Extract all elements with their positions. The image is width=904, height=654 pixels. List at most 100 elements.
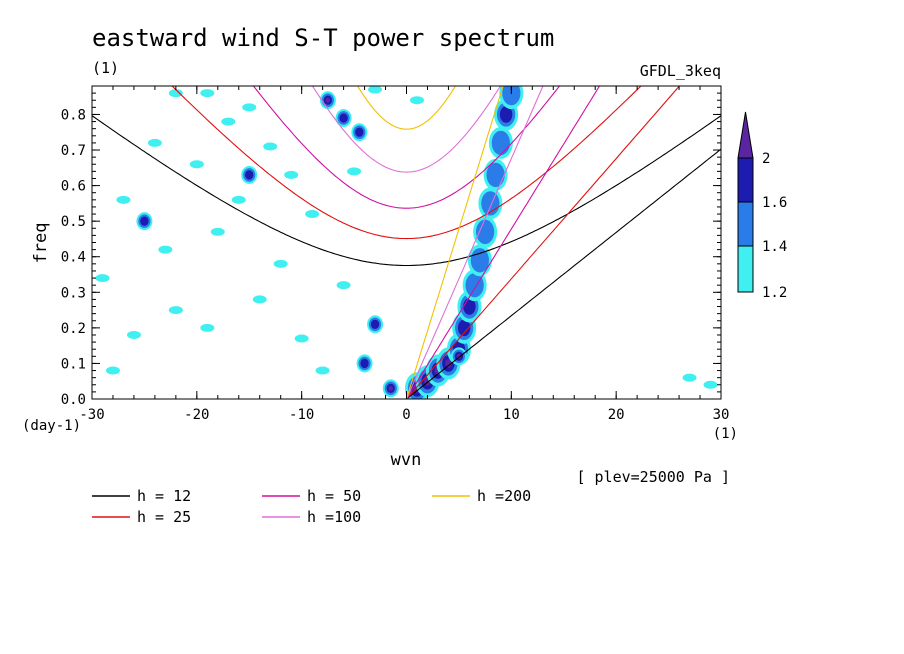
noise-contour [305,210,320,219]
plot-frame [91,85,722,400]
model-name: GFDL_3keq [640,62,721,80]
rossby-curve [404,398,407,399]
legend-label: h = 50 [307,487,361,505]
x-axis-ticks: -30 -20 -10 0 10 20 30 [79,86,729,423]
y-tick-label: 0.8 [61,107,86,123]
kelvin-curve [406,86,681,399]
kelvin-ridge-contour [465,273,484,298]
feature-contour [388,385,394,391]
noise-contour [336,281,351,290]
noise-contour [242,103,257,112]
feature-contour [355,127,364,137]
kelvin-ridge-contour [502,86,521,106]
noise-contour [682,373,697,382]
feature-contour [245,170,254,180]
noise-contour [368,86,383,94]
noise-contour [221,117,236,126]
x-units-label: (1) [713,426,738,442]
noise-contour [158,245,173,254]
kelvin-curve [406,148,721,399]
y-axis-label: freq [31,223,51,264]
noise-contour [294,334,309,343]
curve-legend: h = 12 h = 25 h = 50 h =100 h =200 [92,487,531,526]
noise-contour [409,96,424,105]
inertia-gravity-curve [92,115,721,267]
x-tick-label: 0 [402,407,410,423]
plev-label: [ plev=25000 Pa ] [576,468,730,486]
colorbar-segment [737,157,754,203]
y-axis-ticks: 0.0 0.1 0.2 0.3 0.4 0.5 0.6 0.7 0.8 [61,92,721,408]
legend-label: h = 25 [137,508,191,526]
inertia-gravity-curve [311,86,502,173]
colorbar-label: 1.6 [762,195,787,211]
noise-contour [126,330,141,339]
noise-contour [168,306,183,315]
noise-contour [315,366,330,375]
feature-contour [370,319,380,329]
rossby-curve [405,398,407,399]
y-tick-label: 0.6 [61,179,86,195]
power-contours [95,86,718,399]
units-label-top: (1) [92,59,119,77]
legend-label: h = 12 [137,487,191,505]
colorbar-segment [737,201,754,247]
noise-contour [231,195,246,204]
colorbar: 1.2 1.4 1.6 2 [737,111,787,301]
y-tick-label: 0.3 [61,285,86,301]
noise-contour [189,160,204,169]
x-tick-label: 20 [608,407,625,423]
colorbar-triangle [737,111,754,159]
feature-contour [325,97,331,103]
colorbar-label: 1.2 [762,285,787,301]
legend-label: h =100 [307,508,361,526]
y-tick-label: 0.4 [61,250,86,266]
y-tick-label: 0.1 [61,356,86,372]
inertia-gravity-curve [252,86,561,209]
y-units-label: (day-1) [22,418,81,434]
inertia-gravity-curve [356,86,457,130]
kelvin-curve [405,86,504,399]
noise-contour [105,366,120,375]
noise-contour [200,89,215,98]
noise-contour [95,274,110,283]
y-tick-label: 0.0 [61,392,86,408]
noise-contour [284,170,299,179]
feature-contour [339,113,348,123]
x-axis-label: wvn [391,450,422,470]
x-tick-label: 10 [503,407,520,423]
noise-contour [347,167,362,176]
x-tick-label: -30 [79,407,104,423]
noise-contour [210,227,225,236]
kelvin-ridge-contour [445,358,452,368]
noise-contour [200,323,215,332]
noise-contour [168,89,183,98]
kelvin-ridge-contour [499,106,513,123]
feature-contour [360,358,369,369]
colorbar-segment [737,245,754,293]
x-tick-label: -20 [184,407,209,423]
kelvin-ridge-contour [486,162,505,188]
kelvin-curve [405,86,544,399]
rossby-curve [405,398,407,399]
colorbar-label: 2 [762,151,770,167]
x-tick-label: 30 [713,407,730,423]
kelvin-curve [406,86,601,399]
noise-contour [263,142,278,151]
y-tick-label: 0.2 [61,321,86,337]
noise-contour [252,295,267,304]
kelvin-ridge-contour [491,130,510,156]
noise-contour [147,138,162,147]
feature-contour [140,216,149,226]
noise-contour [273,259,288,268]
colorbar-label: 1.4 [762,239,787,255]
rossby-curve [405,398,407,399]
noise-contour [703,380,718,389]
kelvin-ridge-contour [476,219,495,244]
y-tick-label: 0.7 [61,143,86,159]
x-tick-label: -10 [289,407,314,423]
kelvin-ridge-contour [457,319,471,337]
chart-title: eastward wind S-T power spectrum [92,24,554,52]
rossby-curve [404,398,407,399]
y-tick-label: 0.5 [61,214,86,230]
